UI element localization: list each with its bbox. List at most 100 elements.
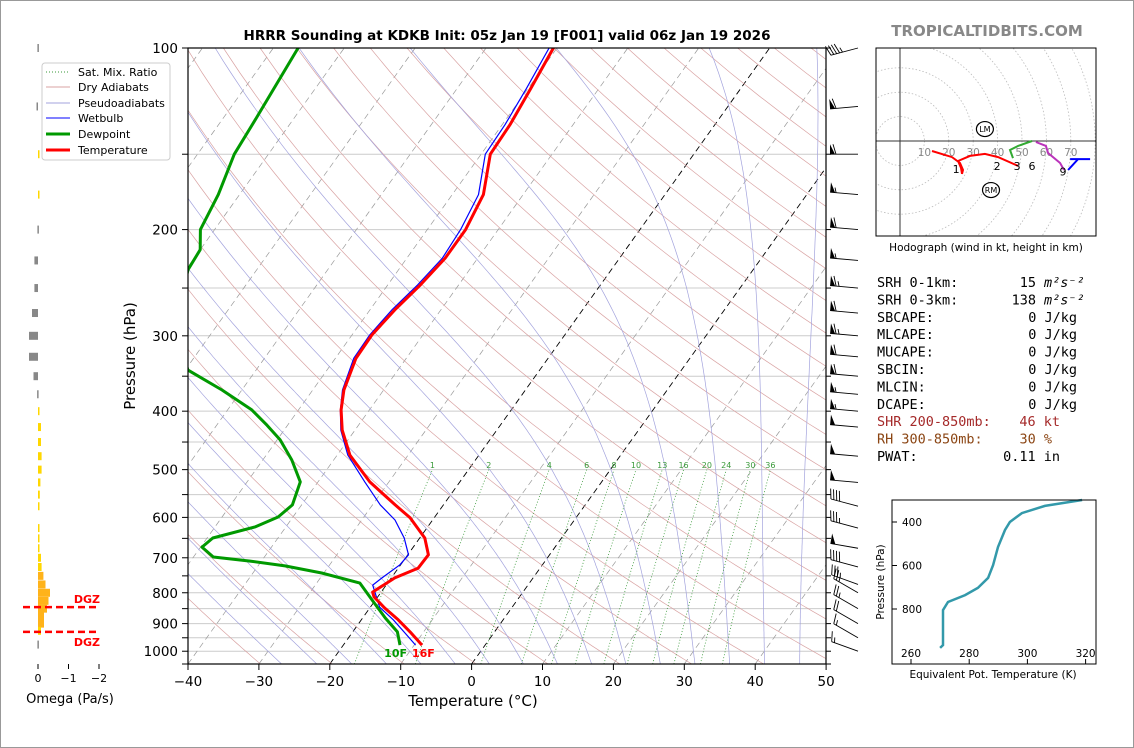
wind-barb	[833, 568, 859, 594]
mixing-ratio-label: 10	[631, 461, 641, 470]
barb-flag	[830, 323, 836, 334]
stat-label: SBCIN:	[877, 362, 926, 378]
y-tick-label: 500	[152, 463, 178, 479]
wind-barb	[829, 98, 859, 110]
wind-barb	[830, 217, 859, 231]
wind-barb	[830, 182, 859, 196]
pseudoadiabat	[409, 48, 696, 664]
barb-staff	[830, 520, 859, 529]
skewt-background: 1 2 4 6 8 10 13 16 20 24 30 36	[188, 48, 826, 664]
wind-barb	[830, 363, 859, 377]
mixing-ratio-line	[673, 469, 727, 664]
isotherm	[188, 48, 416, 367]
barb-full	[833, 323, 837, 334]
dgz-label: DGZ	[74, 636, 100, 649]
wind-barb	[833, 584, 859, 610]
dewpoint-line	[188, 48, 402, 646]
stat-unit: m²s⁻²	[1043, 275, 1085, 291]
barb-staff	[830, 47, 859, 56]
thetae-frame	[891, 499, 1097, 665]
thetae-y-tick-label: 800	[902, 604, 922, 616]
barb-half	[837, 328, 840, 335]
pseudoadiabat	[188, 421, 422, 664]
thetae-x-tick-label: 300	[1017, 648, 1037, 660]
stat-label: DCAPE:	[877, 397, 926, 413]
x-tick-label: 10	[534, 674, 551, 690]
hodograph-trace	[931, 150, 1019, 175]
pseudoadiabat	[188, 326, 490, 664]
barb-half	[838, 592, 841, 598]
barb-full	[833, 584, 837, 595]
stat-label: RH 300-850mb:	[877, 432, 983, 448]
skewt-profiles	[188, 48, 555, 647]
stat-value: 0 J/kg	[1028, 397, 1077, 413]
x-tick-label: 40	[747, 674, 764, 690]
dry-adiabat	[188, 348, 549, 664]
isotherm	[329, 48, 770, 664]
mixing-ratio-label: 6	[584, 461, 589, 470]
legend-box	[41, 62, 171, 161]
isotherm	[188, 48, 558, 566]
wind-barb	[830, 549, 859, 568]
barb-flag	[830, 182, 836, 193]
omega-bar	[32, 309, 38, 318]
barb-flag	[830, 443, 836, 455]
hodograph-frame	[875, 47, 1097, 237]
pseudoadiabat	[555, 48, 731, 664]
omega-bar	[38, 190, 40, 199]
y-tick-label: 400	[152, 404, 178, 420]
stat-label: SRH 0-3km:	[877, 292, 958, 308]
legend-label: Dry Adiabats	[78, 81, 149, 94]
barb-full	[833, 217, 837, 228]
omega-axis-label: Omega (Pa/s)	[26, 692, 114, 707]
legend-label: Pseudoadiabats	[78, 97, 165, 110]
stat-value: 15	[1020, 275, 1036, 291]
hodograph-height-label: 2	[994, 160, 1001, 173]
hodograph-height-label: 9	[1059, 166, 1066, 179]
omega-bar	[38, 490, 40, 499]
hodograph-ring-label: 70	[1064, 147, 1077, 159]
barb-flag	[830, 533, 836, 545]
y-tick-label: 1000	[144, 644, 178, 660]
isotherm	[258, 48, 700, 664]
dry-adiabat	[480, 48, 826, 334]
dry-adiabat	[223, 48, 826, 581]
omega-tick-label: −2	[91, 672, 107, 685]
barb-full	[835, 600, 840, 612]
stat-value: 46 kt	[1019, 414, 1060, 430]
isotherm	[188, 48, 274, 169]
omega-tick-label: −1	[60, 672, 76, 685]
stat-label: SRH 0-1km:	[877, 275, 958, 291]
barb-half	[834, 187, 837, 193]
barb-full	[833, 344, 837, 355]
stat-value: 138	[1012, 292, 1036, 308]
y-tick-label: 900	[152, 617, 178, 633]
stat-value: 0 J/kg	[1028, 327, 1077, 343]
hodograph-ring-label: 50	[1015, 147, 1028, 159]
barb-staff	[833, 594, 859, 610]
barb-flag	[830, 363, 836, 375]
barb-full	[832, 144, 837, 155]
barb-full	[825, 46, 832, 56]
barb-full	[835, 569, 840, 581]
omega-bar	[38, 604, 47, 613]
wind-barbs	[825, 43, 859, 652]
surface-dewpoint-label: 10F	[384, 647, 407, 660]
isotherm	[188, 48, 487, 467]
dry-adiabat	[296, 48, 826, 507]
barb-staff	[833, 609, 859, 625]
stat-value: 0 J/kg	[1028, 379, 1077, 395]
barb-staff	[833, 578, 859, 594]
barb-flag	[829, 98, 836, 109]
barb-staff	[830, 559, 859, 568]
barb-full	[831, 564, 833, 575]
barb-full	[833, 568, 837, 579]
barb-half	[837, 281, 840, 287]
pseudoadiabat	[214, 48, 627, 664]
mixing-ratio-label: 4	[547, 461, 552, 470]
barb-full	[830, 44, 838, 54]
hodograph-caption: Hodograph (wind in kt, height in km)	[889, 242, 1083, 254]
pseudoadiabat	[799, 48, 819, 664]
stat-unit: m²s⁻²	[1043, 292, 1085, 308]
